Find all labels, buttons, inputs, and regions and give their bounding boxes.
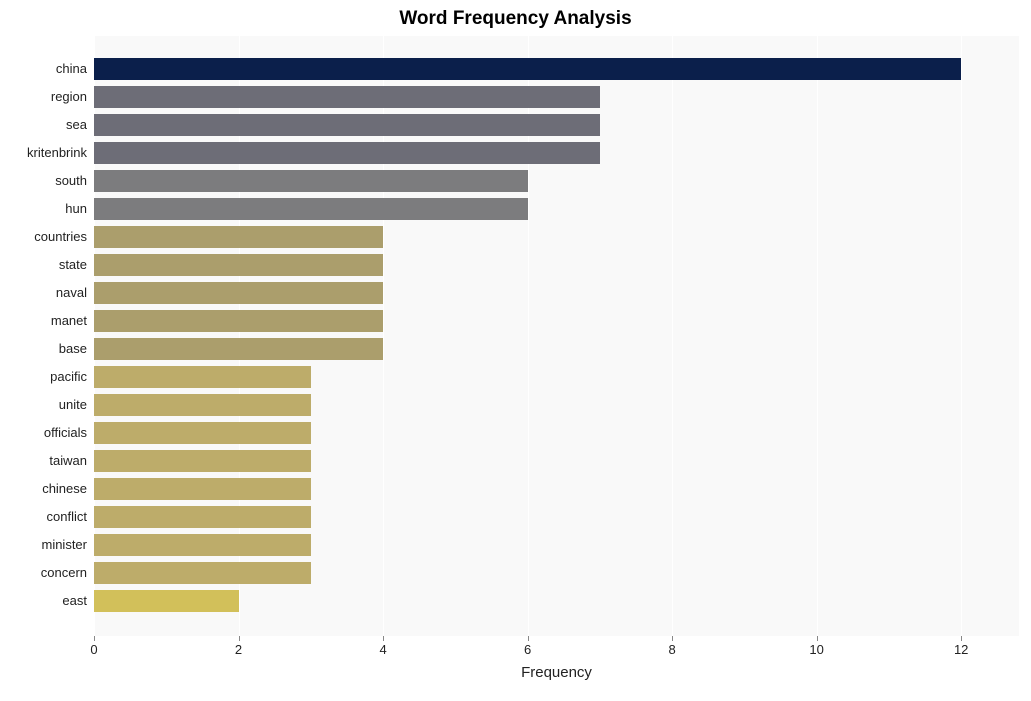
x-tick-label: 8 (669, 642, 676, 657)
bar (94, 86, 600, 108)
x-axis-title: Frequency (94, 664, 1019, 681)
x-tick-label: 10 (809, 642, 823, 657)
y-tick-label: sea (0, 114, 87, 136)
y-tick-label: base (0, 338, 87, 360)
y-tick-label: east (0, 590, 87, 612)
y-tick-label: officials (0, 422, 87, 444)
grid-line (961, 36, 962, 636)
bar (94, 534, 311, 556)
bar (94, 506, 311, 528)
bar (94, 450, 311, 472)
bar (94, 282, 383, 304)
x-tick-label: 0 (90, 642, 97, 657)
y-tick-label: countries (0, 226, 87, 248)
bar (94, 170, 528, 192)
x-tick-label: 6 (524, 642, 531, 657)
x-tick (528, 636, 529, 641)
y-tick-label: naval (0, 282, 87, 304)
grid-line (672, 36, 673, 636)
y-tick-label: minister (0, 534, 87, 556)
y-tick-label: unite (0, 394, 87, 416)
y-tick-label: manet (0, 310, 87, 332)
y-tick-label: taiwan (0, 450, 87, 472)
bar (94, 366, 311, 388)
y-tick-label: pacific (0, 366, 87, 388)
bar (94, 142, 600, 164)
y-tick-label: kritenbrink (0, 142, 87, 164)
x-tick (94, 636, 95, 641)
bar (94, 310, 383, 332)
chart-container: Word Frequency Analysis Frequency 0 2 4 6 8 1… (0, 0, 1031, 701)
x-tick (961, 636, 962, 641)
bar (94, 394, 311, 416)
x-tick-label: 4 (379, 642, 386, 657)
y-tick-label: hun (0, 198, 87, 220)
y-tick-label: china (0, 58, 87, 80)
bar (94, 114, 600, 136)
bar (94, 58, 961, 80)
bar (94, 338, 383, 360)
bar (94, 478, 311, 500)
bar (94, 562, 311, 584)
x-tick (239, 636, 240, 641)
x-tick-label: 12 (954, 642, 968, 657)
y-tick-label: chinese (0, 478, 87, 500)
grid-line (817, 36, 818, 636)
plot-area (94, 36, 1019, 636)
y-tick-label: concern (0, 562, 87, 584)
bar (94, 422, 311, 444)
bar (94, 254, 383, 276)
x-tick (672, 636, 673, 641)
x-tick (817, 636, 818, 641)
y-tick-label: region (0, 86, 87, 108)
chart-title: Word Frequency Analysis (0, 8, 1031, 30)
y-tick-label: state (0, 254, 87, 276)
bar (94, 590, 239, 612)
bar (94, 226, 383, 248)
x-tick (383, 636, 384, 641)
y-tick-label: conflict (0, 506, 87, 528)
bar (94, 198, 528, 220)
x-tick-label: 2 (235, 642, 242, 657)
y-tick-label: south (0, 170, 87, 192)
